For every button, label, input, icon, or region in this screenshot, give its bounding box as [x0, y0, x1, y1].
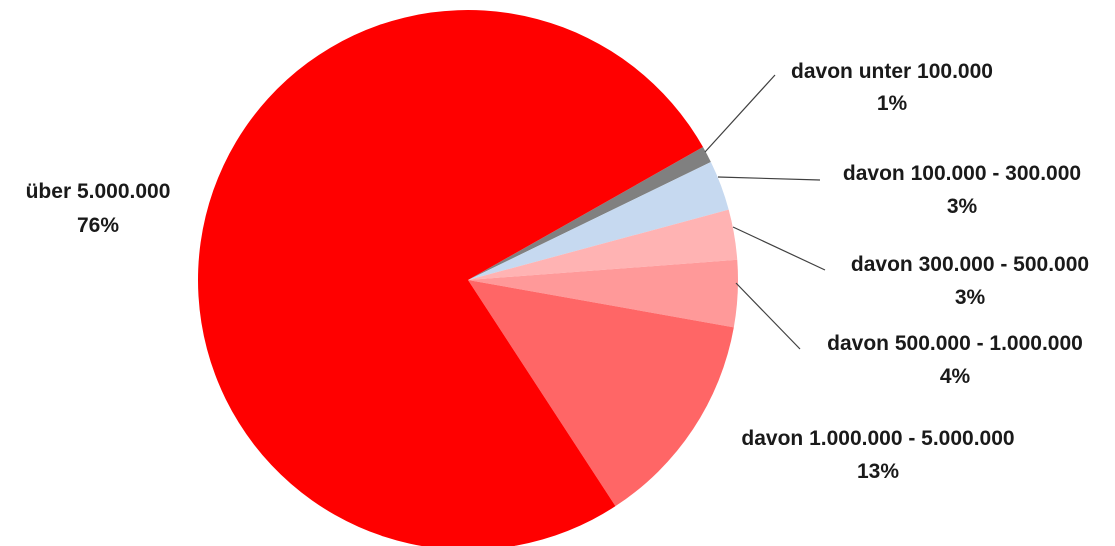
slice-percent-1: 1% [877, 92, 908, 115]
leader-line-2 [717, 176, 821, 181]
slice-percent-5: 13% [857, 460, 899, 483]
labels-layer: davon unter 100.000 1% davon 100.000 - 300… [26, 60, 1089, 483]
slice-label-6: über 5.000.000 [26, 180, 171, 203]
slice-percent-4: 4% [940, 365, 971, 388]
slice-percent-2: 3% [947, 195, 978, 218]
slice-label-5: davon 1.000.000 - 5.000.000 [741, 427, 1014, 450]
pie-slice-5 [468, 280, 734, 507]
slice-label-4: davon 500.000 - 1.000.000 [827, 332, 1083, 355]
slice-label-3: davon 300.000 - 500.000 [851, 253, 1089, 276]
slice-label-2: davon 100.000 - 300.000 [843, 162, 1081, 185]
pie-slice-4 [468, 259, 739, 328]
pie-slice-1 [468, 147, 711, 280]
pie-slice-2 [468, 162, 729, 280]
slice-label-1: davon unter 100.000 [791, 60, 993, 83]
leader-line-1 [704, 74, 776, 153]
leader-line-3 [732, 226, 826, 271]
slice-percent-3: 3% [955, 286, 986, 309]
pie-slice-6 [198, 9, 703, 546]
pie-slice-3 [468, 209, 738, 280]
leader-line-4 [735, 282, 801, 350]
slices-layer [198, 9, 739, 546]
slice-percent-6: 76% [77, 214, 119, 237]
leader-lines-layer [704, 74, 826, 350]
